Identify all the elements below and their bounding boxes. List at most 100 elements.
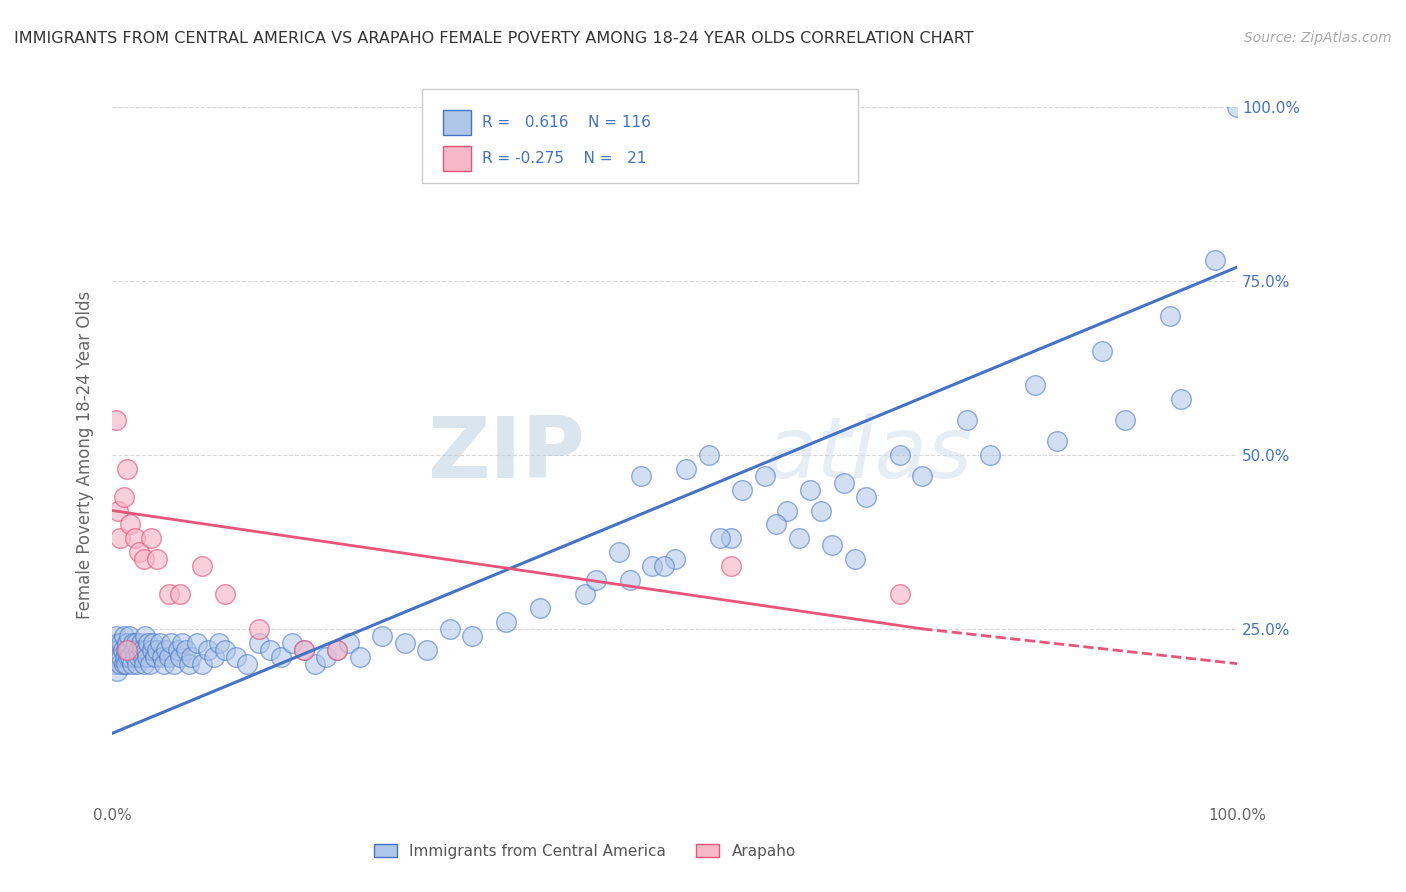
- Point: [107, 636, 129, 650]
- Point: [1204, 253, 1226, 268]
- Point: [104, 657, 127, 671]
- Point: [292, 642, 315, 657]
- Point: [810, 503, 832, 517]
- Point: [574, 587, 596, 601]
- Point: [1226, 100, 1249, 114]
- Point: [529, 601, 551, 615]
- Point: [172, 636, 194, 650]
- Point: [1024, 378, 1046, 392]
- Point: [150, 649, 173, 664]
- Point: [371, 629, 394, 643]
- Point: [141, 642, 163, 657]
- Point: [135, 642, 157, 657]
- Point: [247, 636, 270, 650]
- Point: [180, 649, 202, 664]
- Point: [191, 559, 214, 574]
- Point: [149, 636, 172, 650]
- Point: [439, 622, 461, 636]
- Point: [799, 483, 821, 497]
- Point: [115, 462, 138, 476]
- Point: [821, 538, 844, 552]
- Point: [125, 636, 148, 650]
- Legend: Immigrants from Central America, Arapaho: Immigrants from Central America, Arapaho: [368, 838, 801, 864]
- Point: [754, 468, 776, 483]
- Text: R = -0.275    N =   21: R = -0.275 N = 21: [482, 152, 647, 166]
- Point: [461, 629, 484, 643]
- Point: [652, 559, 675, 574]
- Point: [664, 552, 686, 566]
- Point: [118, 629, 141, 643]
- Point: [124, 649, 146, 664]
- Point: [197, 642, 219, 657]
- Point: [236, 657, 259, 671]
- Point: [108, 649, 131, 664]
- Point: [138, 636, 160, 650]
- Point: [115, 657, 138, 671]
- Point: [169, 649, 191, 664]
- Point: [675, 462, 697, 476]
- Point: [146, 642, 169, 657]
- Point: [104, 413, 127, 427]
- Point: [225, 649, 247, 664]
- Point: [142, 636, 165, 650]
- Point: [956, 413, 979, 427]
- Point: [160, 636, 183, 650]
- Point: [131, 642, 153, 657]
- Point: [128, 545, 150, 559]
- Point: [416, 642, 439, 657]
- Text: Source: ZipAtlas.com: Source: ZipAtlas.com: [1244, 31, 1392, 45]
- Point: [110, 649, 132, 664]
- Point: [118, 642, 141, 657]
- Point: [146, 552, 169, 566]
- Point: [259, 642, 281, 657]
- Point: [110, 657, 132, 671]
- Point: [157, 587, 180, 601]
- Point: [776, 503, 799, 517]
- Point: [832, 475, 855, 490]
- Point: [247, 622, 270, 636]
- Point: [326, 642, 349, 657]
- Point: [104, 629, 127, 643]
- Point: [787, 532, 810, 546]
- Point: [326, 642, 349, 657]
- Point: [1170, 392, 1192, 407]
- Point: [191, 657, 214, 671]
- Point: [889, 448, 911, 462]
- Point: [166, 642, 188, 657]
- Point: [120, 517, 142, 532]
- Point: [105, 664, 128, 678]
- Point: [349, 649, 371, 664]
- Point: [143, 649, 166, 664]
- Point: [132, 657, 155, 671]
- Point: [121, 636, 143, 650]
- Point: [1114, 413, 1136, 427]
- Point: [304, 657, 326, 671]
- Y-axis label: Female Poverty Among 18-24 Year Olds: Female Poverty Among 18-24 Year Olds: [76, 291, 94, 619]
- Point: [394, 636, 416, 650]
- Point: [112, 629, 135, 643]
- Point: [169, 587, 191, 601]
- Point: [292, 642, 315, 657]
- Point: [136, 649, 159, 664]
- Point: [731, 483, 754, 497]
- Point: [630, 468, 652, 483]
- Text: ZIP: ZIP: [427, 413, 585, 497]
- Point: [122, 642, 145, 657]
- Point: [281, 636, 304, 650]
- Point: [163, 657, 186, 671]
- Point: [844, 552, 866, 566]
- Point: [121, 657, 143, 671]
- Point: [134, 629, 156, 643]
- Point: [120, 649, 142, 664]
- Point: [111, 642, 134, 657]
- Text: atlas: atlas: [765, 413, 973, 497]
- Point: [103, 642, 125, 657]
- Point: [155, 642, 177, 657]
- Point: [117, 649, 139, 664]
- Point: [139, 532, 162, 546]
- Point: [1091, 343, 1114, 358]
- Point: [585, 573, 607, 587]
- Point: [337, 636, 360, 650]
- Point: [1159, 309, 1181, 323]
- Point: [138, 657, 160, 671]
